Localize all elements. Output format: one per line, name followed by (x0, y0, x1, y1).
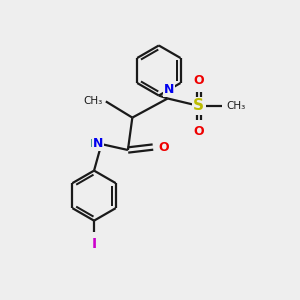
Text: N: N (92, 137, 103, 150)
Text: H: H (90, 139, 99, 149)
Text: N: N (164, 83, 174, 96)
Text: O: O (194, 125, 205, 138)
Text: I: I (92, 237, 97, 251)
Text: O: O (158, 141, 169, 154)
Text: O: O (194, 74, 205, 87)
Text: S: S (193, 98, 204, 113)
Text: CH₃: CH₃ (226, 101, 245, 111)
Text: CH₃: CH₃ (84, 96, 103, 106)
